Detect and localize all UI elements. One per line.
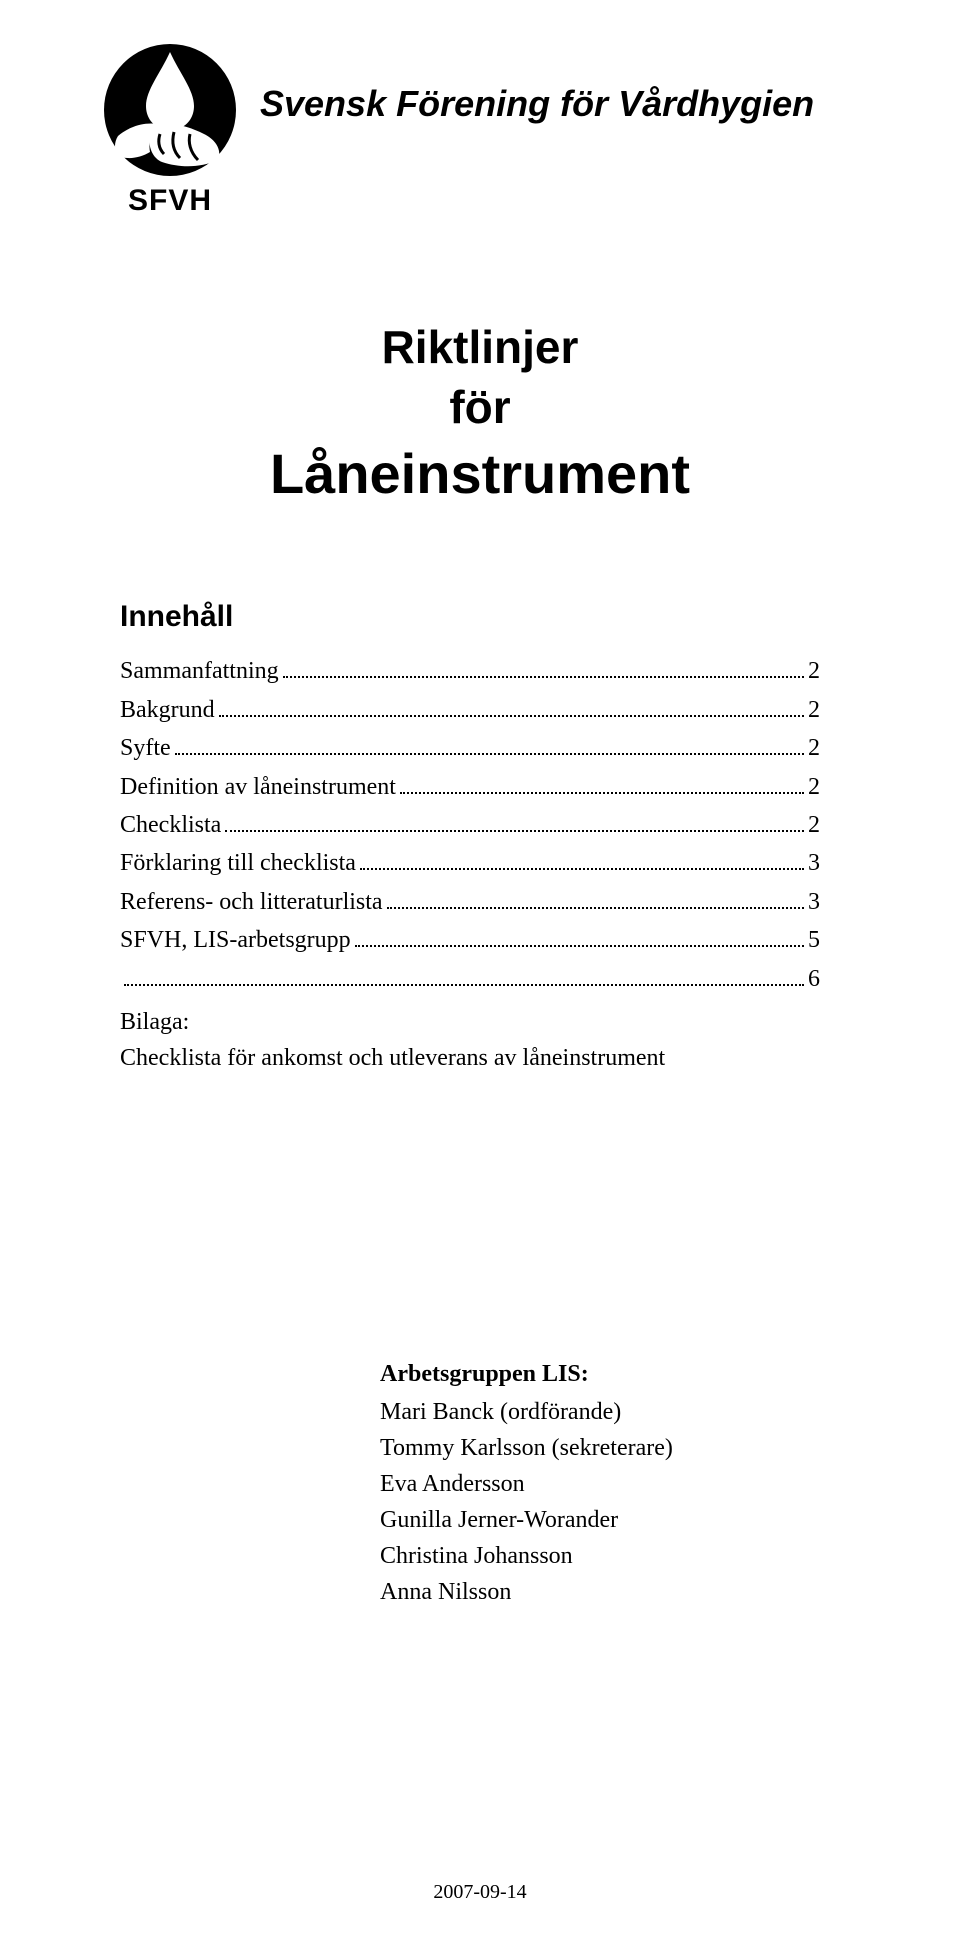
author-name: Gunilla Jerner-Worander xyxy=(380,1502,860,1538)
toc-item-label: Syfte xyxy=(120,729,171,767)
toc-item: SFVH, LIS-arbetsgrupp 5 xyxy=(120,921,820,959)
toc-dots xyxy=(175,753,804,755)
toc-item-page: 6 xyxy=(808,960,820,998)
toc-item-page: 3 xyxy=(808,844,820,882)
toc-item-page: 5 xyxy=(808,921,820,959)
toc-item: Checklista 2 xyxy=(120,806,820,844)
author-name: Tommy Karlsson (sekreterare) xyxy=(380,1430,860,1466)
toc-dots xyxy=(283,676,804,678)
footer-date: 2007-09-14 xyxy=(0,1881,960,1904)
toc-item-label: Referens- och litteraturlista xyxy=(120,883,383,921)
toc-dots xyxy=(355,945,804,947)
toc-item-page: 2 xyxy=(808,729,820,767)
toc-item-page: 2 xyxy=(808,806,820,844)
toc-heading: Innehåll xyxy=(120,600,820,634)
title-line-2: för xyxy=(100,378,860,438)
toc-dots xyxy=(225,830,804,832)
document-header: SFVH Svensk Förening för Vårdhygien xyxy=(100,40,860,218)
document-title: Riktlinjer för Låneinstrument xyxy=(100,318,860,510)
organization-name: Svensk Förening för Vårdhygien xyxy=(260,82,814,125)
toc-item: 6 xyxy=(120,960,820,998)
toc-item-page: 2 xyxy=(808,768,820,806)
toc-item-label: SFVH, LIS-arbetsgrupp xyxy=(120,921,351,959)
toc-item-page: 2 xyxy=(808,691,820,729)
toc-item-page: 3 xyxy=(808,883,820,921)
toc-item-label: Förklaring till checklista xyxy=(120,844,356,882)
toc-dots xyxy=(360,868,804,870)
toc-item-page: 2 xyxy=(808,652,820,690)
appendix-description: Checklista för ankomst och utleverans av… xyxy=(120,1040,820,1076)
toc-item: Förklaring till checklista 3 xyxy=(120,844,820,882)
toc-item-label: Sammanfattning xyxy=(120,652,279,690)
toc-item: Syfte 2 xyxy=(120,729,820,767)
toc-dots xyxy=(219,715,804,717)
authors-block: Arbetsgruppen LIS: Mari Banck (ordförand… xyxy=(380,1356,860,1610)
author-name: Christina Johansson xyxy=(380,1538,860,1574)
toc-dots xyxy=(387,907,804,909)
sfvh-logo-icon xyxy=(100,40,240,180)
title-line-3: Låneinstrument xyxy=(100,438,860,511)
toc-item-label: Checklista xyxy=(120,806,221,844)
toc-item: Definition av låneinstrument 2 xyxy=(120,768,820,806)
table-of-contents: Innehåll Sammanfattning 2 Bakgrund 2 Syf… xyxy=(120,600,820,1076)
logo-block: SFVH xyxy=(100,40,240,218)
toc-dots xyxy=(124,984,804,986)
toc-item: Sammanfattning 2 xyxy=(120,652,820,690)
author-name: Anna Nilsson xyxy=(380,1574,860,1610)
author-name: Mari Banck (ordförande) xyxy=(380,1394,860,1430)
toc-item: Bakgrund 2 xyxy=(120,691,820,729)
title-line-1: Riktlinjer xyxy=(100,318,860,378)
toc-dots xyxy=(400,792,804,794)
toc-item-label: Definition av låneinstrument xyxy=(120,768,396,806)
toc-item: Referens- och litteraturlista 3 xyxy=(120,883,820,921)
author-name: Eva Andersson xyxy=(380,1466,860,1502)
appendix-label: Bilaga: xyxy=(120,1004,820,1040)
toc-item-label: Bakgrund xyxy=(120,691,215,729)
logo-acronym: SFVH xyxy=(128,184,212,218)
authors-heading: Arbetsgruppen LIS: xyxy=(380,1356,860,1392)
